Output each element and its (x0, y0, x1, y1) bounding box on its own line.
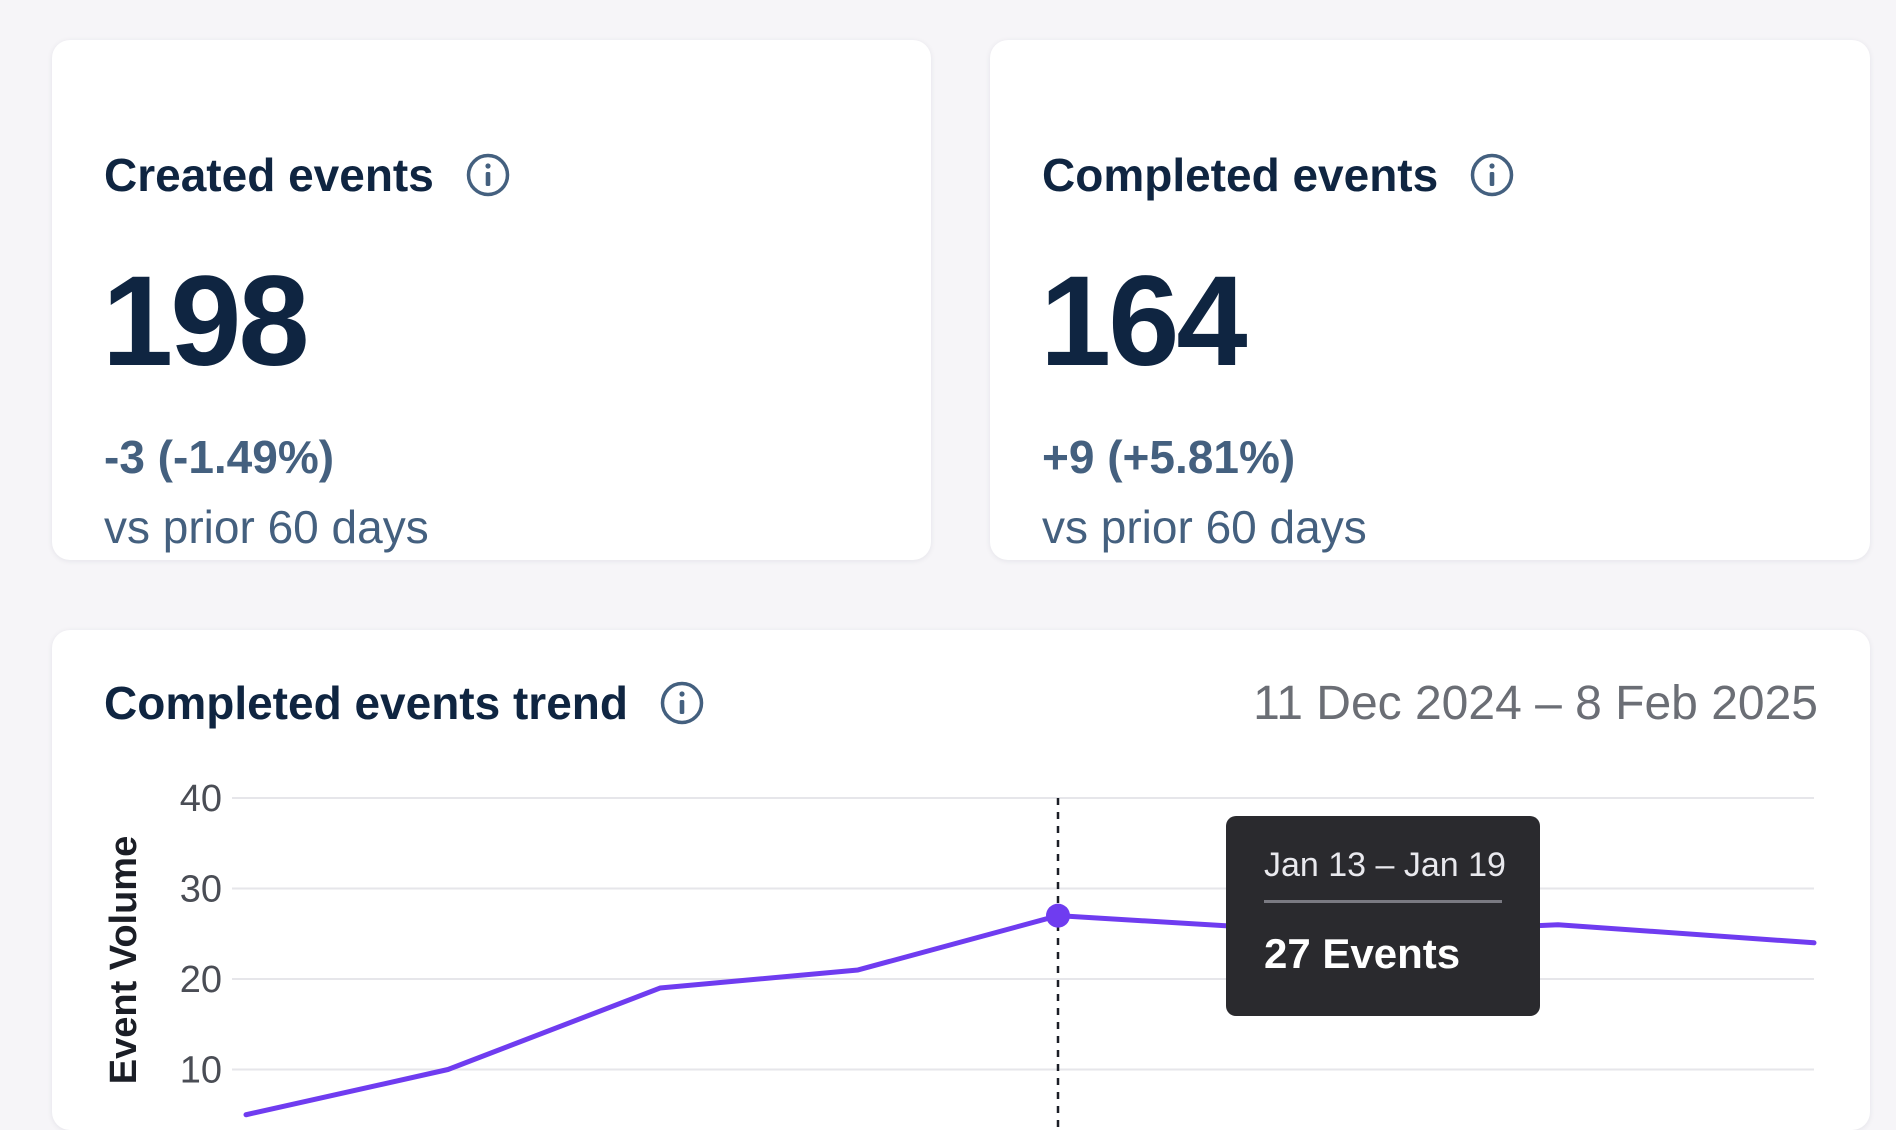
y-axis-title: Event Volume (103, 836, 145, 1084)
created-events-card: Created events 198 -3 (-1.49%) vs prior … (52, 40, 931, 560)
tooltip-divider (1264, 900, 1502, 903)
series-line (246, 916, 1814, 1115)
completed-events-title-row: Completed events (1042, 148, 1516, 202)
completed-events-delta: +9 (+5.81%) (1042, 430, 1295, 484)
y-tick-label: 10 (180, 1050, 222, 1092)
info-icon[interactable] (1468, 151, 1516, 199)
y-tick-label: 30 (180, 869, 222, 911)
completed-events-title: Completed events (1042, 148, 1438, 202)
completed-events-card: Completed events 164 +9 (+5.81%) vs prio… (990, 40, 1870, 560)
created-events-delta: -3 (-1.49%) (104, 430, 334, 484)
completed-events-trend-card: Completed events trend 11 Dec 2024 – 8 F… (52, 630, 1870, 1130)
tooltip-value: 27 Events (1264, 930, 1460, 978)
completed-events-period: vs prior 60 days (1042, 500, 1367, 554)
highlighted-point (1046, 904, 1070, 928)
chart-tooltip: Jan 13 – Jan 19 27 Events (1226, 816, 1540, 1016)
y-tick-label: 40 (180, 778, 222, 820)
completed-events-value: 164 (1040, 258, 1245, 386)
tooltip-range: Jan 13 – Jan 19 (1264, 846, 1506, 885)
info-icon[interactable] (464, 151, 512, 199)
created-events-title: Created events (104, 148, 434, 202)
y-tick-label: 20 (180, 959, 222, 1001)
created-events-title-row: Created events (104, 148, 512, 202)
trend-line-chart[interactable]: 40 30 20 10 Event Volume (52, 630, 1870, 1130)
created-events-value: 198 (102, 258, 307, 386)
created-events-period: vs prior 60 days (104, 500, 429, 554)
